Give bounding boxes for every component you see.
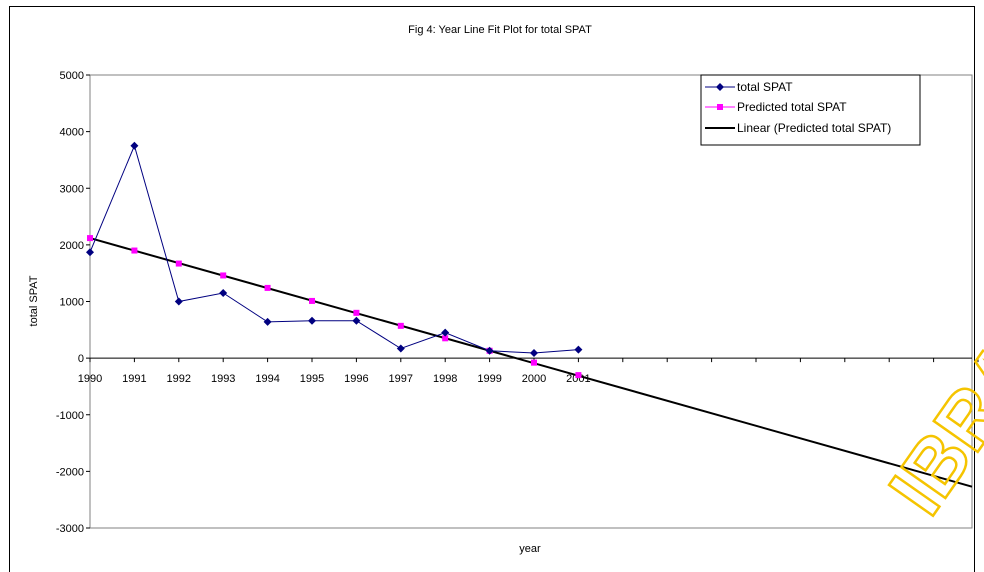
x-tick-label: 1997 (389, 373, 413, 385)
y-tick-label: 4000 (60, 127, 84, 139)
point-total-spat (396, 344, 405, 353)
point-predicted (131, 247, 138, 254)
point-total-spat (86, 248, 94, 257)
point-total-spat (263, 317, 272, 326)
x-tick-label: 1990 (78, 373, 102, 385)
point-total-spat (574, 345, 583, 354)
point-predicted (220, 272, 227, 279)
legend-label-predicted: Predicted total SPAT (737, 100, 847, 114)
point-predicted (397, 322, 404, 329)
x-tick-label: 2001 (566, 373, 590, 385)
point-total-spat (130, 141, 139, 150)
y-tick-label: 5000 (60, 70, 84, 82)
point-total-spat (352, 316, 361, 325)
point-predicted (87, 235, 93, 242)
point-predicted (575, 372, 582, 379)
legend: total SPAT Predicted total SPAT Linear (… (700, 74, 921, 146)
x-tick-label: 2000 (522, 373, 546, 385)
x-tick-label: 1993 (211, 373, 235, 385)
x-tick-label: 1994 (255, 373, 279, 385)
point-predicted (309, 297, 315, 304)
series-line-total-spat (89, 144, 579, 354)
point-total-spat (441, 328, 450, 337)
y-tick-label: 0 (78, 353, 84, 365)
legend-marker-predicted (717, 104, 723, 110)
watermark-logo: IBRA (872, 323, 984, 530)
x-tick-label: 1999 (477, 373, 501, 385)
legend-label-total-spat: total SPAT (737, 80, 793, 94)
x-tick-label: 1998 (433, 373, 457, 385)
x-axis-label: year (519, 543, 541, 555)
point-predicted (442, 335, 449, 342)
point-predicted (264, 284, 271, 291)
legend-box (700, 74, 921, 146)
x-tick-label: 1992 (167, 373, 191, 385)
x-tick-label: 1991 (122, 373, 146, 385)
point-predicted (531, 359, 537, 366)
point-predicted (175, 260, 182, 267)
y-tick-label: 2000 (60, 240, 84, 252)
y-tick-label: -2000 (56, 466, 84, 478)
point-total-spat (174, 297, 183, 306)
point-total-spat (308, 316, 316, 325)
legend-label-linear: Linear (Predicted total SPAT) (737, 121, 891, 135)
point-total-spat (530, 349, 538, 358)
y-tick-label: 1000 (60, 297, 84, 309)
x-tick-label: 1995 (300, 373, 324, 385)
point-total-spat (219, 289, 228, 298)
chart-title: Fig 4: Year Line Fit Plot for total SPAT (408, 24, 592, 36)
y-tick-label: -3000 (56, 523, 84, 535)
point-total-spat (485, 346, 494, 355)
y-axis-label: total SPAT (28, 275, 40, 326)
chart-frame (9, 6, 975, 572)
point-predicted (353, 309, 360, 316)
y-axis: -3000 -2000 -1000 0 1000 2000 3000 4000 5000 (56, 70, 90, 535)
x-tick-label: 1996 (344, 373, 368, 385)
y-tick-label: -1000 (56, 410, 84, 422)
legend-marker-total-spat (716, 83, 724, 91)
series-layer (86, 141, 973, 488)
y-tick-label: 3000 (60, 183, 84, 195)
